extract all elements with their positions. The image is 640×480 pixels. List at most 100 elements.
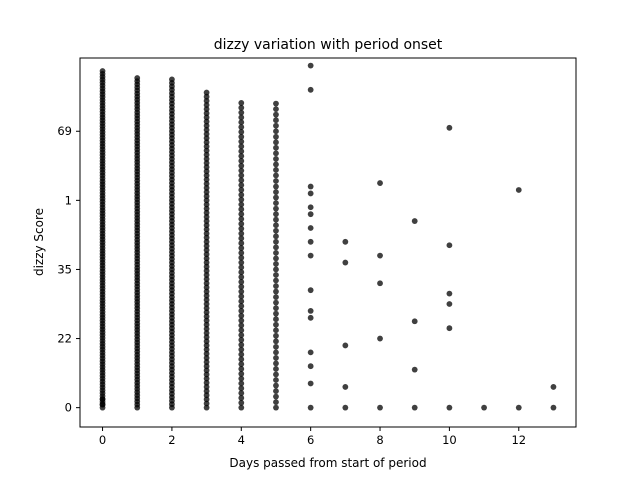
data-point [238, 395, 245, 401]
data-point [203, 292, 210, 299]
data-point [238, 404, 245, 411]
data-point [238, 133, 245, 140]
data-point [273, 100, 279, 107]
data-point [238, 356, 245, 363]
data-point [307, 238, 314, 245]
data-point [238, 172, 245, 179]
x-tick-label: 6 [307, 433, 314, 447]
data-point [273, 305, 279, 312]
data-point [550, 384, 557, 390]
data-point [307, 211, 314, 218]
data-point [273, 133, 279, 140]
data-point [515, 404, 522, 411]
data-point [203, 400, 210, 407]
data-point [203, 89, 210, 96]
data-point [203, 143, 210, 150]
data-point [203, 363, 210, 370]
data-point [342, 259, 349, 266]
data-point [238, 245, 245, 251]
data-point [307, 86, 314, 93]
data-point [273, 161, 279, 168]
data-point [203, 131, 210, 137]
data-point [307, 204, 314, 211]
data-point [203, 355, 210, 361]
data-point [238, 119, 245, 126]
data-point [238, 385, 245, 392]
data-point [203, 288, 210, 295]
data-point [203, 126, 210, 133]
data-point [203, 404, 210, 411]
data-point [238, 390, 245, 397]
data-point [273, 338, 279, 345]
data-point [203, 346, 210, 353]
y-tick-label: 69 [57, 124, 72, 138]
data-point [203, 280, 210, 287]
data-point [307, 62, 314, 69]
y-tick-label: 0 [65, 401, 72, 415]
data-point [238, 187, 245, 193]
data-point [273, 139, 279, 146]
data-point [238, 240, 245, 247]
data-point [273, 299, 279, 306]
data-point [411, 318, 418, 325]
data-point [203, 147, 210, 154]
data-point [203, 135, 210, 142]
data-point [307, 190, 314, 197]
data-point [238, 254, 245, 261]
data-point [307, 363, 314, 370]
data-point [273, 194, 279, 201]
data-point [273, 310, 279, 317]
data-point [307, 349, 314, 356]
data-point [446, 290, 453, 297]
data-point [342, 404, 349, 411]
data-point [273, 249, 279, 256]
data-point [446, 124, 453, 131]
data-point [238, 380, 245, 387]
data-point [273, 382, 279, 389]
data-point [273, 277, 279, 284]
data-point [307, 380, 314, 387]
data-point [377, 404, 383, 411]
x-tick-label: 4 [238, 433, 245, 447]
data-point [99, 401, 106, 408]
data-point [203, 209, 210, 216]
y-tick-label: 35 [57, 262, 72, 276]
data-point [273, 172, 279, 179]
data-point [238, 351, 245, 358]
data-point [238, 341, 245, 348]
data-point [307, 252, 314, 259]
data-point [203, 164, 210, 171]
data-point [203, 205, 210, 212]
data-point [203, 338, 210, 345]
data-point [238, 129, 245, 135]
data-point [273, 272, 279, 278]
data-point [307, 287, 314, 294]
data-point [238, 288, 245, 295]
data-point [203, 384, 210, 390]
data-point [203, 371, 210, 378]
data-point [342, 384, 349, 390]
data-point [307, 314, 314, 321]
data-point [238, 283, 245, 290]
data-point [238, 216, 245, 222]
x-axis-ticks: 0 2 4 6 8 10 12 [99, 427, 526, 447]
data-point [203, 317, 210, 324]
data-point [203, 388, 210, 394]
data-point [273, 227, 279, 234]
data-point [307, 225, 314, 231]
data-point [550, 404, 557, 411]
data-point [238, 399, 245, 406]
y-tick-label: 22 [57, 332, 72, 346]
data-point [238, 191, 245, 198]
data-point [307, 404, 314, 411]
data-point [446, 301, 453, 307]
data-point [238, 225, 245, 232]
data-point [273, 255, 279, 262]
data-point [238, 167, 245, 174]
data-point [203, 243, 210, 249]
data-point [273, 233, 279, 240]
data-point [238, 220, 245, 227]
data-point [203, 189, 210, 195]
data-point [238, 143, 245, 150]
data-point [238, 148, 245, 155]
